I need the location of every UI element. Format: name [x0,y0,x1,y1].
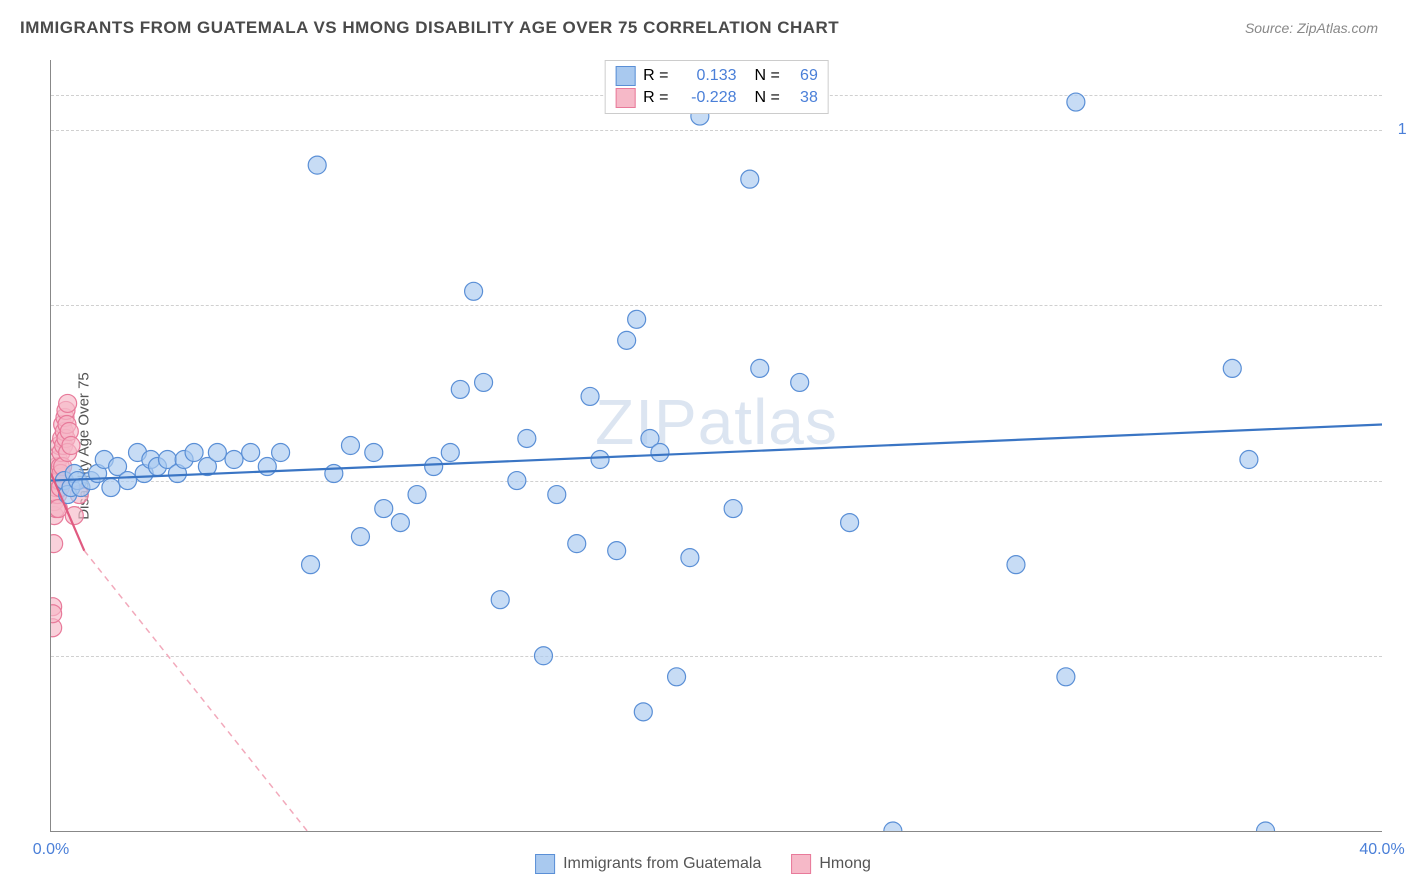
legend-swatch [791,854,811,874]
data-point [568,535,586,553]
legend-label: Immigrants from Guatemala [563,855,761,873]
data-point [681,549,699,567]
r-value: 0.133 [677,67,737,85]
legend-item: Hmong [791,854,871,874]
data-point [491,591,509,609]
data-point [518,429,536,447]
x-tick-label: 0.0% [33,841,69,859]
legend-swatch [615,66,635,86]
data-point [308,156,326,174]
data-point [365,444,383,462]
data-point [741,170,759,188]
trend-line-extension [84,551,307,831]
legend-swatch [615,88,635,108]
data-point [475,373,493,391]
data-point [591,451,609,469]
x-tick-label: 40.0% [1359,841,1404,859]
data-point [1067,93,1085,111]
data-point [351,528,369,546]
data-point [508,472,526,490]
data-point [375,500,393,518]
data-point [651,444,669,462]
data-point [1257,822,1275,831]
data-point [581,387,599,405]
data-point [634,703,652,721]
n-label: N = [755,89,780,107]
data-point [272,444,290,462]
data-point [618,331,636,349]
data-point [668,668,686,686]
data-point [208,444,226,462]
data-point [119,472,137,490]
data-point [425,458,443,476]
data-point [102,479,120,497]
data-point [341,437,359,455]
n-label: N = [755,67,780,85]
n-value: 69 [788,67,818,85]
scatter-canvas [51,60,1382,831]
data-point [242,444,260,462]
data-point [1240,451,1258,469]
data-point [1007,556,1025,574]
data-point [608,542,626,560]
data-point [534,647,552,665]
data-point [51,535,63,553]
data-point [724,500,742,518]
data-point [884,822,902,831]
legend-label: Hmong [819,855,871,873]
data-point [325,465,343,483]
chart-title: IMMIGRANTS FROM GUATEMALA VS HMONG DISAB… [20,18,839,38]
data-point [225,451,243,469]
data-point [451,380,469,398]
data-point [841,514,859,532]
data-point [548,486,566,504]
data-point [465,282,483,300]
legend-row: R = -0.228 N = 38 [615,87,818,109]
legend-row: R = 0.133 N = 69 [615,65,818,87]
data-point [408,486,426,504]
y-tick-label: 25.0% [1392,647,1406,665]
legend-swatch [535,854,555,874]
data-point [1057,668,1075,686]
data-point [791,373,809,391]
r-label: R = [643,89,668,107]
y-tick-label: 75.0% [1392,296,1406,314]
r-value: -0.228 [677,89,737,107]
data-point [628,310,646,328]
data-point [302,556,320,574]
data-point [185,444,203,462]
y-tick-label: 100.0% [1392,121,1406,139]
data-point [258,458,276,476]
series-legend: Immigrants from Guatemala Hmong [535,854,871,874]
legend-item: Immigrants from Guatemala [535,854,761,874]
data-point [62,437,80,455]
y-tick-label: 50.0% [1392,472,1406,490]
plot-area: ZIPatlas R =0.133N =69R =-0.228N =38 25.… [50,60,1382,832]
n-value: 38 [788,89,818,107]
source-attribution: Source: ZipAtlas.com [1245,20,1378,36]
r-label: R = [643,67,668,85]
data-point [1223,359,1241,377]
data-point [59,394,77,412]
correlation-legend: R = 0.133 N = 69 R = -0.228 N = 38 [604,60,829,114]
data-point [751,359,769,377]
data-point [391,514,409,532]
data-point [441,444,459,462]
